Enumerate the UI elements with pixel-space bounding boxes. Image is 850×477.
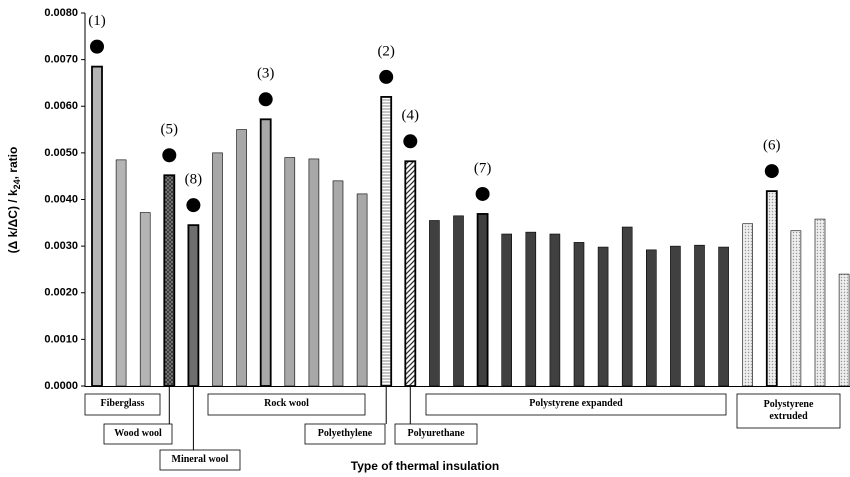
marker-label: (1) bbox=[88, 13, 106, 29]
y-tick-label: 0.0000 bbox=[44, 380, 78, 392]
group-label-wrap: Rock wool bbox=[264, 398, 309, 410]
y-tick-label: 0.0050 bbox=[44, 147, 78, 159]
bar bbox=[476, 213, 489, 387]
y-tick-label: 0.0070 bbox=[44, 54, 78, 66]
y-axis-label: (Δ k/ΔC) / k24, ratio bbox=[6, 147, 22, 254]
marker-dot bbox=[764, 164, 779, 179]
bar bbox=[139, 212, 151, 387]
y-tick-label: 0.0030 bbox=[44, 240, 78, 252]
bar bbox=[429, 220, 440, 387]
bar bbox=[308, 158, 320, 387]
bar bbox=[501, 233, 513, 387]
marker-dot bbox=[379, 69, 394, 84]
group-label-wrap: Polystyrene expanded bbox=[529, 398, 623, 410]
bar bbox=[718, 246, 729, 387]
group-label: Rock wool bbox=[264, 398, 309, 410]
bar bbox=[91, 65, 103, 387]
bar bbox=[284, 157, 296, 387]
group-label-wrap: Polystyrene extruded bbox=[763, 398, 814, 423]
group-label: Polyethylene bbox=[317, 427, 373, 439]
bar bbox=[573, 242, 585, 387]
group-label-wrap: Polyurethane bbox=[407, 427, 465, 439]
group-box bbox=[103, 423, 173, 445]
bar bbox=[742, 223, 754, 387]
group-label-wrap: Polyethylene bbox=[317, 427, 373, 439]
bar bbox=[694, 244, 705, 387]
group-box bbox=[736, 393, 841, 429]
bar bbox=[259, 118, 272, 387]
bar bbox=[621, 226, 633, 387]
y-label-sub: 24 bbox=[12, 179, 22, 189]
group-label-wrap: Mineral wool bbox=[171, 453, 229, 465]
marker-dot bbox=[186, 198, 201, 213]
bar bbox=[645, 249, 657, 387]
bar bbox=[549, 233, 561, 387]
y-tick-label: 0.0010 bbox=[44, 333, 78, 345]
group-label: Polyurethane bbox=[407, 427, 465, 439]
group-box bbox=[425, 393, 727, 416]
bar bbox=[790, 230, 802, 387]
marker-label: (2) bbox=[377, 43, 395, 59]
marker-label: (3) bbox=[257, 66, 275, 82]
bar bbox=[597, 246, 609, 387]
group-label-wrap: Wood wool bbox=[114, 427, 162, 439]
group-box bbox=[159, 449, 241, 471]
marker-label: (5) bbox=[161, 122, 179, 138]
marker-label: (6) bbox=[763, 138, 781, 154]
bar bbox=[212, 152, 223, 387]
bar bbox=[670, 245, 681, 387]
marker-dot bbox=[162, 148, 177, 163]
bar bbox=[814, 218, 826, 387]
bar bbox=[187, 224, 200, 387]
group-label-wrap: Fiberglass bbox=[100, 398, 145, 410]
bar bbox=[236, 129, 247, 387]
group-box bbox=[84, 393, 161, 416]
y-tick-label: 0.0040 bbox=[44, 193, 78, 205]
group-label: Wood wool bbox=[114, 427, 162, 439]
x-axis-label: Type of thermal insulation bbox=[351, 459, 499, 473]
marker-dot bbox=[475, 186, 490, 201]
group-box bbox=[394, 423, 478, 445]
bar bbox=[115, 159, 127, 387]
y-label-tail: , ratio bbox=[6, 147, 20, 180]
bar bbox=[332, 180, 344, 387]
marker-dot bbox=[258, 92, 273, 107]
y-tick-label: 0.0060 bbox=[44, 100, 78, 112]
bar bbox=[765, 190, 778, 387]
group-box bbox=[304, 423, 386, 445]
group-box bbox=[207, 393, 366, 416]
bar bbox=[380, 96, 393, 387]
bar bbox=[356, 193, 368, 387]
y-tick-label: 0.0020 bbox=[44, 287, 78, 299]
bar bbox=[838, 273, 850, 387]
y-label-main: (Δ k/ΔC) / k bbox=[6, 189, 20, 253]
group-label: Polystyrene extruded bbox=[763, 398, 814, 423]
marker-dot bbox=[403, 134, 418, 149]
marker-label: (4) bbox=[402, 108, 420, 124]
bar bbox=[163, 174, 176, 387]
group-label: Mineral wool bbox=[171, 453, 229, 465]
bar bbox=[453, 215, 464, 387]
marker-dot bbox=[90, 39, 104, 54]
marker-label: (8) bbox=[185, 172, 203, 188]
bar bbox=[404, 160, 417, 387]
y-tick-label: 0.0080 bbox=[44, 7, 78, 19]
marker-label: (7) bbox=[474, 160, 492, 176]
bar bbox=[525, 231, 537, 387]
group-label: Fiberglass bbox=[100, 398, 145, 410]
group-label: Polystyrene expanded bbox=[529, 398, 623, 410]
